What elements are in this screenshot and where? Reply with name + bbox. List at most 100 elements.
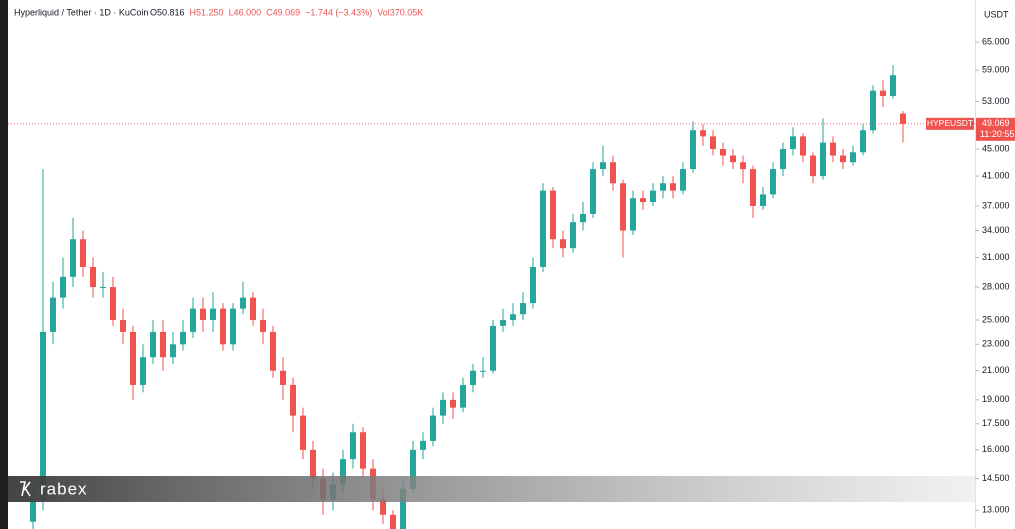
candle [690,121,696,173]
candle [790,127,796,156]
candle-body [120,320,126,332]
candle-body [250,297,256,321]
candle [450,392,456,419]
candle-body [390,514,396,529]
ohlc-value: L46.000 [229,7,262,17]
candle-body [720,149,726,156]
candle-body [580,213,586,223]
candle-body [770,169,776,195]
candle [200,297,206,332]
y-tick-label: 65.000 [982,36,1010,46]
candle-body [140,357,146,385]
candle-body [530,266,536,304]
candle [550,186,556,249]
candle [630,190,636,235]
candle-body [640,198,646,203]
candle-body [590,169,596,214]
candle [70,218,76,288]
candle-body [480,370,486,372]
candle [460,377,466,413]
candle [430,407,436,447]
candle [710,130,716,156]
candle-body [740,162,746,170]
candle-body [510,314,516,321]
candle [640,190,646,210]
candle [580,202,586,231]
candle-body [240,297,246,309]
candle-body [400,488,406,529]
candle [140,344,146,393]
ohlc-value: O50.816 [150,7,185,17]
candle [530,257,536,309]
candle [540,183,546,272]
candle-body [90,266,96,288]
candle [840,149,846,170]
candle-body [260,320,266,332]
candle-body [500,320,506,326]
candle [280,357,286,400]
candle [440,392,446,424]
candle [210,292,216,332]
candle [740,155,746,184]
symbol-tag-bg [926,117,974,130]
candle-body [50,297,56,332]
candle [300,407,306,460]
chart-title: Hyperliquid / Tether · 1D · KuCoin [14,7,148,17]
candle-body [150,331,156,358]
candle-body [690,130,696,170]
candle [150,320,156,364]
candle-body [680,169,686,191]
ohlc-value: −1.744 (−3.43%) [305,7,372,17]
candle [420,432,426,460]
candle-body [700,130,706,137]
candle [830,136,836,163]
candle [130,325,136,400]
candle [470,363,476,393]
candle-body [280,370,286,385]
y-tick-label: 23.000 [982,339,1010,349]
candle [220,303,226,351]
candle [40,169,46,511]
candle-body [360,432,366,469]
countdown: 11:20:55 [980,129,1014,139]
candle [610,155,616,191]
candle-body [570,222,576,249]
watermark: rabex [40,479,88,498]
candle [180,320,186,351]
ohlc-value: Vol370.05K [377,7,423,17]
candle-body [160,331,166,358]
watermark-logo [20,481,31,497]
candle [880,80,886,107]
y-tick-label: 31.000 [982,252,1010,262]
candle [750,165,756,219]
candle [860,124,866,156]
candle-body [430,415,436,441]
y-tick-label: 37.000 [982,200,1010,210]
candle [240,281,246,315]
candle-body [100,287,106,289]
y-tick-label: 53.000 [982,96,1010,106]
candle-body [520,303,526,315]
candle [760,186,766,210]
candle-body [110,287,116,321]
y-tick-label: 19.000 [982,394,1010,404]
candle [730,149,736,170]
candle-body [820,142,826,177]
candle-body [350,432,356,460]
candle [350,423,356,469]
candle [90,257,96,298]
candle-body [300,415,306,450]
candle-body [490,325,496,371]
candle-body [650,190,656,203]
candle [510,303,516,326]
candle [490,320,496,374]
candle [120,308,126,345]
candle-body [670,183,676,191]
y-tick-label: 17.500 [982,418,1010,428]
y-tick-label: 41.000 [982,170,1010,180]
candle-body [270,331,276,371]
candle-body [550,190,556,240]
candle-body [190,308,196,332]
watermark-band [8,476,975,502]
